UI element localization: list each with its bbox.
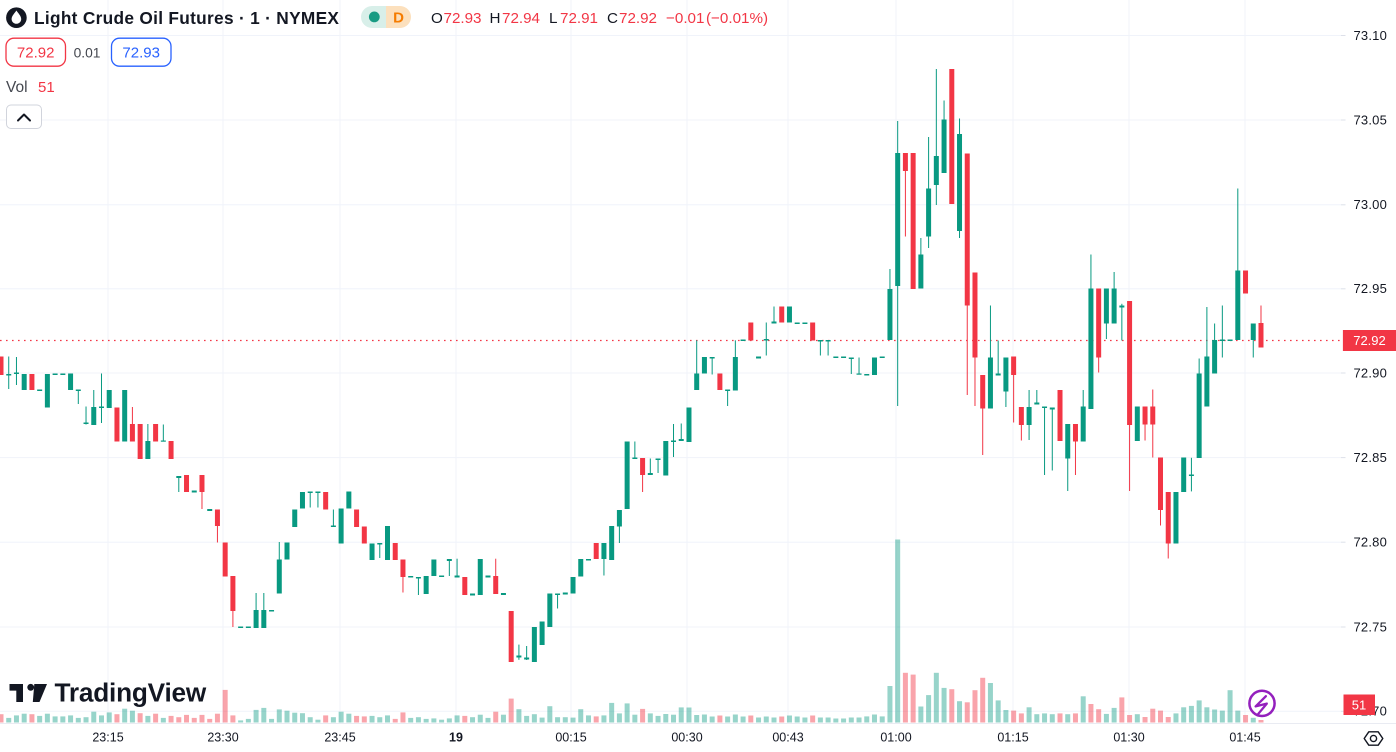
svg-text:23:15: 23:15 bbox=[92, 731, 123, 745]
svg-text:01:45: 01:45 bbox=[1229, 731, 1260, 745]
svg-text:72.93: 72.93 bbox=[444, 10, 482, 27]
svg-text:00:30: 00:30 bbox=[671, 731, 702, 745]
svg-text:01:00: 01:00 bbox=[880, 731, 911, 745]
svg-text:72.94: 72.94 bbox=[502, 10, 540, 27]
svg-text:L: L bbox=[549, 10, 557, 27]
svg-text:01:30: 01:30 bbox=[1113, 731, 1144, 745]
svg-text:0.01: 0.01 bbox=[74, 45, 101, 60]
svg-text:(−0.01%): (−0.01%) bbox=[706, 10, 768, 27]
svg-text:72.92: 72.92 bbox=[619, 10, 657, 27]
svg-text:O: O bbox=[431, 10, 443, 27]
svg-text:00:15: 00:15 bbox=[555, 731, 586, 745]
svg-text:01:15: 01:15 bbox=[997, 731, 1028, 745]
svg-text:73.05: 73.05 bbox=[1354, 112, 1388, 127]
svg-text:Light Crude Oil Futures · 1 ·: Light Crude Oil Futures · 1 · NYMEX bbox=[34, 8, 339, 28]
svg-text:72.93: 72.93 bbox=[122, 45, 160, 62]
svg-text:72.91: 72.91 bbox=[560, 10, 598, 27]
svg-text:23:45: 23:45 bbox=[324, 731, 355, 745]
svg-text:72.92: 72.92 bbox=[17, 45, 55, 62]
svg-text:D: D bbox=[393, 9, 404, 26]
svg-text:C: C bbox=[607, 10, 618, 27]
svg-text:72.92: 72.92 bbox=[1353, 333, 1386, 348]
svg-text:−0.01: −0.01 bbox=[666, 10, 704, 27]
svg-text:73.10: 73.10 bbox=[1354, 28, 1388, 43]
svg-text:73.00: 73.00 bbox=[1354, 197, 1388, 212]
svg-text:23:30: 23:30 bbox=[207, 731, 238, 745]
svg-text:51: 51 bbox=[1352, 697, 1366, 712]
svg-text:72.90: 72.90 bbox=[1354, 365, 1388, 380]
svg-text:72.80: 72.80 bbox=[1354, 535, 1388, 550]
svg-text:H: H bbox=[490, 10, 501, 27]
svg-text:TradingView: TradingView bbox=[55, 678, 207, 708]
svg-text:00:43: 00:43 bbox=[772, 731, 803, 745]
svg-text:72.85: 72.85 bbox=[1354, 450, 1388, 465]
svg-text:51: 51 bbox=[38, 79, 55, 96]
svg-text:19: 19 bbox=[449, 731, 463, 745]
svg-text:72.75: 72.75 bbox=[1354, 619, 1388, 634]
svg-text:Vol: Vol bbox=[6, 79, 28, 96]
svg-text:72.95: 72.95 bbox=[1354, 281, 1388, 296]
